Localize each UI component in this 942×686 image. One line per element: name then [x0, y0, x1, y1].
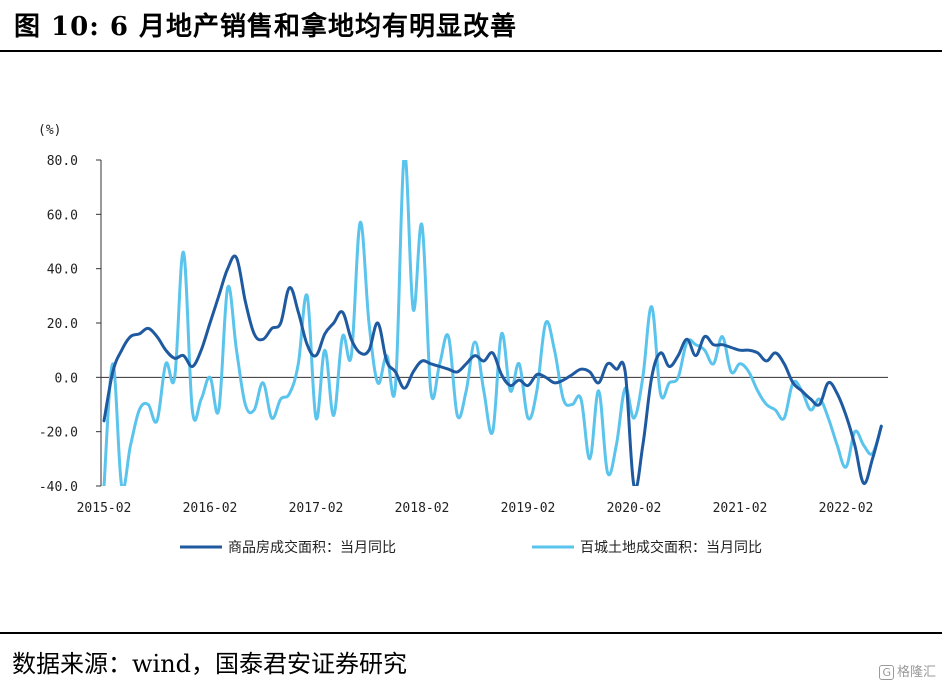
x-tick-label: 2015-02 — [77, 501, 132, 516]
x-tick-label: 2019-02 — [501, 501, 556, 516]
watermark-icon: G — [879, 665, 894, 680]
figure-title: 图 10: 6 月地产销售和拿地均有明显改善 — [14, 12, 518, 42]
chart-series — [102, 160, 883, 486]
y-tick-label: -20.0 — [39, 426, 78, 441]
series-line-land-area — [102, 160, 883, 486]
title-rule — [0, 50, 942, 52]
chart-legend: 商品房成交面积：当月同比 百城土地成交面积：当月同比 — [180, 539, 762, 556]
x-tick-label: 2018-02 — [395, 501, 450, 516]
y-tick-label: 80.0 — [47, 154, 78, 169]
watermark: G 格隆汇 — [879, 661, 936, 680]
legend-label: 商品房成交面积：当月同比 — [228, 539, 396, 556]
chart-axes: (%) 80.0 60.0 40.0 20.0 0.0 -20.0 -40.0 2015-02 2… — [38, 123, 888, 516]
y-tick-label: 20.0 — [47, 317, 78, 332]
x-tick-label: 2017-02 — [289, 501, 344, 516]
watermark-text: 格隆汇 — [896, 665, 936, 680]
x-tick-label: 2020-02 — [607, 501, 662, 516]
y-tick-label: -40.0 — [39, 480, 78, 495]
x-tick-label: 2021-02 — [713, 501, 768, 516]
y-tick-label: 40.0 — [47, 263, 78, 278]
line-chart: (%) 80.0 60.0 40.0 20.0 0.0 -20.0 -40.0 2015-02 2… — [38, 123, 888, 556]
source-rule — [0, 632, 942, 634]
x-tick-label: 2016-02 — [183, 501, 238, 516]
y-tick-label: 0.0 — [55, 371, 78, 386]
y-axis-unit: (%) — [38, 123, 61, 138]
data-source: 数据来源：wind，国泰君安证券研究 — [12, 650, 408, 678]
y-tick-label: 60.0 — [47, 208, 78, 223]
legend-label: 百城土地成交面积：当月同比 — [580, 539, 762, 556]
series-line-commodity-housing — [102, 254, 883, 486]
x-tick-label: 2022-02 — [819, 501, 874, 516]
